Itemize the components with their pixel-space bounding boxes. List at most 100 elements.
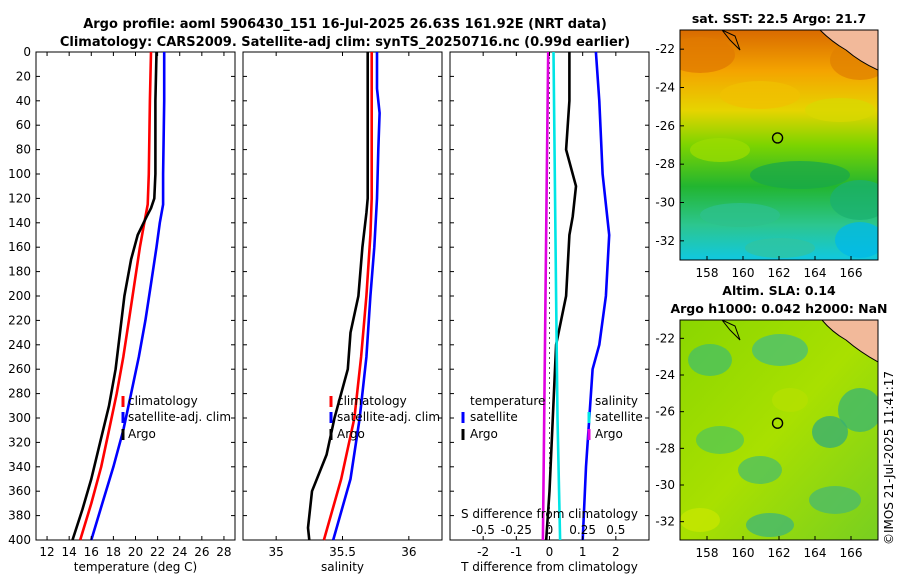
legend-satellite-adj: satellite-adj. clim <box>128 410 231 424</box>
depth-tick-label: 80 <box>16 143 31 157</box>
figure-title-line2: Climatology: CARS2009. Satellite-adj cli… <box>60 35 630 50</box>
sst-field-patch <box>680 37 735 73</box>
x-tick-label: 22 <box>150 545 165 559</box>
x-tick-label: -2 <box>477 545 489 559</box>
sst-field-patch <box>690 138 750 162</box>
sla-map <box>680 320 878 540</box>
sst-field-patch <box>720 81 800 109</box>
series-line-climatology <box>322 52 374 541</box>
legend-argo: Argo <box>128 427 156 441</box>
legend-t-satellite: satellite <box>470 410 518 424</box>
legend-t-argo: Argo <box>470 427 498 441</box>
map-x-tick-label: 162 <box>768 266 791 280</box>
sla-field-patch <box>812 416 848 448</box>
x-tick-label: 0 <box>546 523 554 537</box>
depth-tick-label: 40 <box>16 94 31 108</box>
sst-field-patch <box>805 98 875 122</box>
sst-map <box>680 30 878 260</box>
depth-tick-label: 180 <box>8 265 31 279</box>
series-line-t-satellite <box>581 51 611 541</box>
map-x-tick-label: 158 <box>696 266 719 280</box>
depth-tick-label: 360 <box>8 484 31 498</box>
map-y-tick-label: -30 <box>655 478 675 492</box>
depth-tick-label: 60 <box>16 118 31 132</box>
sla-field-patch <box>746 513 794 537</box>
map-y-tick-label: -28 <box>655 441 675 455</box>
legend-climatology: climatology <box>128 394 198 408</box>
depth-tick-label: 400 <box>8 533 31 547</box>
depth-tick-label: 140 <box>8 216 31 230</box>
s-difference-xlabel: S difference from climatology <box>461 507 638 521</box>
depth-tick-label: 20 <box>16 69 31 83</box>
map-x-tick-label: 164 <box>804 266 827 280</box>
depth-tick-label: 300 <box>8 411 31 425</box>
sla-map-title: Altim. SLA: 0.14 <box>722 283 836 298</box>
map-x-tick-label: 160 <box>732 266 755 280</box>
map-y-tick-label: -24 <box>655 368 675 382</box>
argo-float-marker <box>771 132 784 144</box>
x-tick-label: 16 <box>84 545 99 559</box>
x-tick-label: -1 <box>510 545 522 559</box>
sst-map-axes: 158 160 162 164 166 -22 -24 -26 -28 -30 -32 <box>655 42 862 280</box>
series-line-s-argo <box>541 51 550 541</box>
depth-tick-label: 160 <box>8 240 31 254</box>
x-tick-label: 28 <box>216 545 231 559</box>
map-y-tick-label: -26 <box>655 405 675 419</box>
x-tick-labels: 12 14 16 18 20 22 24 26 28 35 35.5 36 -2 -1 0 1 2-0.5 -0.… <box>39 52 625 559</box>
sla-field-patch <box>838 388 878 432</box>
sst-field-patch <box>835 222 878 258</box>
x-tick-label: 24 <box>172 545 187 559</box>
series-line-s-satellite <box>552 51 562 541</box>
depth-tick-label: 240 <box>8 338 31 352</box>
x-tick-label: 18 <box>106 545 121 559</box>
salinity-panel-frame <box>242 51 443 541</box>
depth-tick-label: 340 <box>8 460 31 474</box>
map-y-tick-label: -30 <box>655 196 675 210</box>
depth-tick-label: 0 <box>23 45 31 59</box>
sla-field-patch <box>738 456 782 484</box>
x-tick-label: 0 <box>546 545 554 559</box>
sla-field-patch <box>752 334 808 366</box>
legend-argo: Argo <box>337 427 365 441</box>
x-tick-label: 35 <box>269 545 284 559</box>
sla-field-patch <box>688 344 732 376</box>
sla-field-patch <box>772 388 808 412</box>
depth-tick-label: 200 <box>8 289 31 303</box>
map-y-tick-label: -22 <box>655 331 675 345</box>
x-tick-label: 1 <box>579 545 587 559</box>
map-x-tick-label: 158 <box>696 546 719 560</box>
difference-legend: temperature satellite Argo salinity sate… <box>461 394 643 441</box>
x-tick-label: 20 <box>128 545 143 559</box>
legend-s-satellite: satellite <box>595 410 643 424</box>
map-y-tick-label: -24 <box>655 81 675 95</box>
series-line-climatology <box>78 51 153 541</box>
x-tick-label: 0.5 <box>606 523 625 537</box>
sst-field-patch <box>700 203 780 227</box>
legend-s-argo: Argo <box>595 427 623 441</box>
depth-tick-labels: 0 20 40 60 80 100 120 140 160 180 200 220 240 260 280 3… <box>8 45 31 547</box>
series-line-t-argo <box>544 52 578 541</box>
sla-map-subtitle: Argo h1000: 0.042 h2000: NaN <box>670 301 887 316</box>
temperature-panel-frame <box>35 51 236 541</box>
sst-field-patch <box>750 161 850 189</box>
temperature-legend: climatology satellite-adj. clim Argo <box>121 394 231 441</box>
sst-field-patch <box>830 180 878 220</box>
x-tick-label: 14 <box>62 545 77 559</box>
sst-field-patch <box>745 238 815 258</box>
x-tick-label: 2 <box>612 545 620 559</box>
sla-field-patch <box>809 486 861 514</box>
map-y-tick-label: -22 <box>655 42 675 56</box>
series-line-satellite-adj-clim <box>90 52 166 541</box>
sst-map-title: sat. SST: 22.5 Argo: 21.7 <box>692 11 866 26</box>
series-layer <box>71 51 611 541</box>
map-x-tick-label: 166 <box>840 546 863 560</box>
x-tick-label: 26 <box>194 545 209 559</box>
salinity-xlabel: salinity <box>321 560 364 574</box>
map-y-tick-label: -26 <box>655 119 675 133</box>
depth-tick-label: 280 <box>8 387 31 401</box>
figure-title-line1: Argo profile: aoml 5906430_151 16-Jul-20… <box>83 17 607 32</box>
sla-map-axes: 158 160 162 164 166 -22 -24 -26 -28 -30 -32 <box>655 331 862 560</box>
map-x-tick-label: 162 <box>768 546 791 560</box>
series-line-argo <box>306 52 370 541</box>
